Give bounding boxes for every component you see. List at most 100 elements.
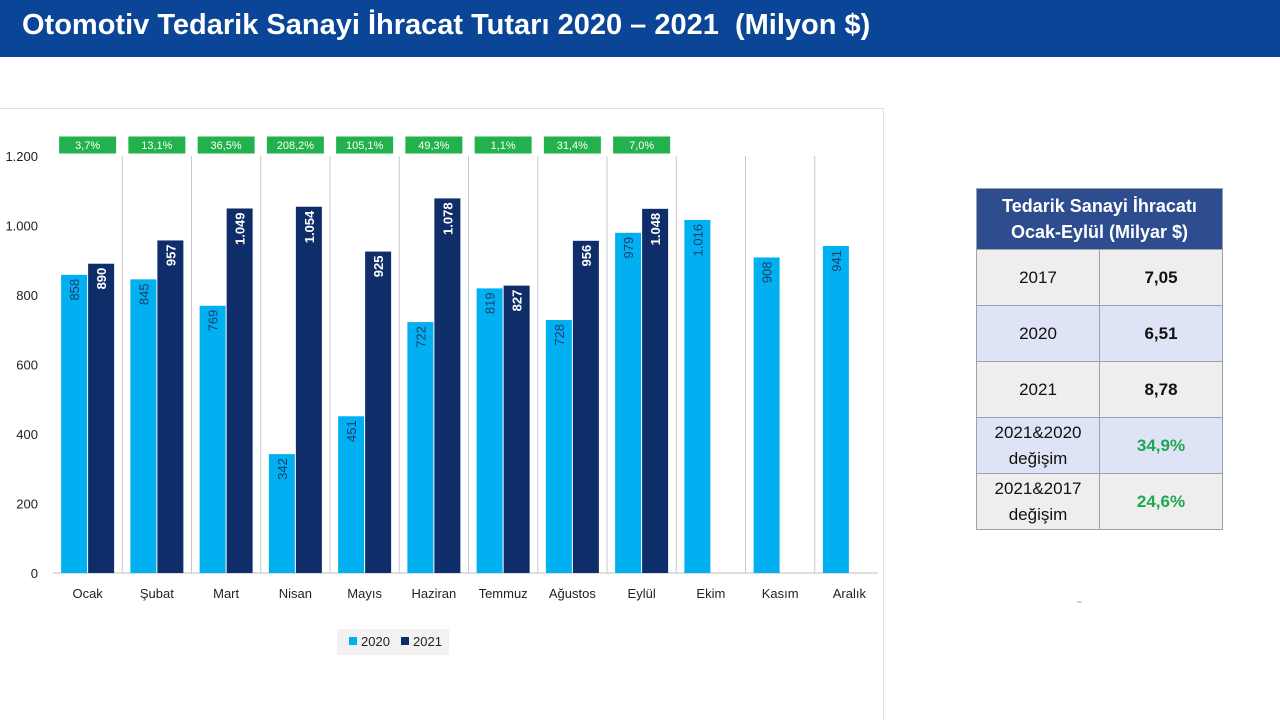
- bar-2021: [295, 206, 322, 574]
- bar-2021: [157, 240, 184, 573]
- change-badge-label: 208,2%: [277, 140, 315, 152]
- bar-2020: [199, 305, 226, 573]
- change-badge: [404, 135, 464, 155]
- data-label-2021: 925: [371, 256, 386, 278]
- bar-2020: [338, 416, 365, 573]
- legend-label-2020: 2020: [361, 634, 390, 649]
- summary-table: Tedarik Sanayi İhracatı Ocak-Eylül (Mily…: [976, 188, 1223, 530]
- change-badge-label: 3,7%: [75, 140, 100, 152]
- change-badge: [542, 135, 602, 155]
- data-label-2021: 890: [94, 268, 109, 290]
- legend-swatch-2021: [401, 637, 409, 645]
- data-label-2021: 1.054: [302, 210, 317, 243]
- summary-row-2021: 2021 8,78: [976, 361, 1223, 418]
- bar-2021: [365, 251, 392, 573]
- bar-2020: [753, 257, 780, 573]
- bar-2020: [130, 279, 157, 573]
- x-tick-label: Ekim: [696, 586, 725, 601]
- data-label-2020: 342: [275, 458, 290, 480]
- data-label-2020: 769: [206, 310, 221, 332]
- y-tick-label: 1.200: [5, 149, 38, 164]
- data-label-2021: 957: [163, 244, 178, 266]
- y-tick-label: 800: [16, 288, 38, 303]
- bar-2021: [503, 285, 530, 573]
- x-tick-label: Temmuz: [479, 586, 528, 601]
- summary-row-change-2020: 2021&2020 değişim 34,9%: [976, 417, 1223, 474]
- data-label-2020: 451: [344, 420, 359, 442]
- change-badge: [265, 135, 325, 155]
- data-label-2020: 728: [552, 324, 567, 346]
- data-label-2020: 858: [67, 279, 82, 301]
- x-tick-label: Nisan: [279, 586, 312, 601]
- legend-label-2021: 2021: [413, 634, 442, 649]
- summary-row-label: 2021&2020 değişim: [976, 417, 1100, 474]
- x-tick-label: Aralık: [833, 586, 867, 601]
- change-badge-label: 49,3%: [418, 140, 449, 152]
- bar-2021: [226, 208, 253, 573]
- data-label-2021: 827: [510, 290, 525, 312]
- summary-row-label: 2020: [976, 305, 1100, 362]
- x-tick-label: Ağustos: [549, 586, 596, 601]
- data-label-2021: 956: [579, 245, 594, 267]
- summary-row-label: 2021&2017 değişim: [976, 473, 1100, 530]
- change-badge: [196, 135, 256, 155]
- data-label-2020: 819: [483, 292, 498, 314]
- change-badge-label: 31,4%: [557, 140, 588, 152]
- x-tick-label: Haziran: [411, 586, 456, 601]
- bar-2020: [684, 219, 711, 573]
- summary-row-value: 7,05: [1099, 249, 1223, 306]
- bar-chart: 0 200 400 600 800 1.000 1.200 Ocak 858 890 3,7% Şub…: [5, 135, 878, 655]
- change-badge-label: 1,1%: [491, 140, 516, 152]
- x-tick-label: Ocak: [72, 586, 103, 601]
- summary-row-value: 6,51: [1099, 305, 1223, 362]
- bar-2020: [615, 232, 642, 574]
- bar-2020: [407, 322, 434, 573]
- change-badge-label: 105,1%: [346, 140, 384, 152]
- bar-2020: [822, 246, 849, 573]
- bar-2020: [268, 454, 295, 573]
- data-label-2020: 845: [136, 283, 151, 305]
- title-bar: Otomotiv Tedarik Sanayi İhracat Tutarı 2…: [0, 0, 1280, 57]
- y-tick-label: 400: [16, 427, 38, 442]
- data-label-2020: 1.016: [690, 224, 705, 257]
- page-title: Otomotiv Tedarik Sanayi İhracat Tutarı 2…: [22, 9, 871, 41]
- bar-2021: [642, 208, 669, 573]
- change-badge-label: 36,5%: [211, 140, 242, 152]
- change-badge-label: 7,0%: [629, 140, 654, 152]
- bar-2020: [545, 320, 572, 573]
- data-label-2020: 979: [621, 237, 636, 259]
- data-label-2021: 1.049: [233, 212, 248, 245]
- summary-table-header: Tedarik Sanayi İhracatı Ocak-Eylül (Mily…: [976, 188, 1223, 250]
- bar-2020: [476, 288, 503, 573]
- change-badge: [127, 135, 187, 155]
- summary-row-value: 24,6%: [1099, 473, 1223, 530]
- change-badge: [335, 135, 395, 155]
- x-tick-label: Eylül: [628, 586, 656, 601]
- x-tick-label: Kasım: [762, 586, 799, 601]
- summary-row-label: 2017: [976, 249, 1100, 306]
- summary-row-label: 2021: [976, 361, 1100, 418]
- summary-row-2020: 2020 6,51: [976, 305, 1223, 362]
- data-label-2021: 1.078: [440, 202, 455, 235]
- x-tick-label: Mart: [213, 586, 239, 601]
- legend-swatch-2020: [349, 637, 357, 645]
- x-tick-label: Mayıs: [347, 586, 382, 601]
- chart-frame: [0, 108, 884, 720]
- y-tick-label: 0: [31, 566, 38, 581]
- bar-2021: [572, 240, 599, 574]
- data-label-2021: 1.048: [648, 213, 663, 246]
- bar-2020: [61, 274, 88, 573]
- change-badge: [612, 135, 672, 155]
- change-badge-label: 13,1%: [141, 140, 172, 152]
- data-label-2020: 908: [760, 261, 775, 283]
- x-tick-label: Şubat: [140, 586, 174, 601]
- y-tick-label: 200: [16, 497, 38, 512]
- bar-2021: [88, 263, 115, 573]
- summary-row-value: 8,78: [1099, 361, 1223, 418]
- y-tick-label: 1.000: [5, 219, 38, 234]
- summary-row-value: 34,9%: [1099, 417, 1223, 474]
- bar-2021: [434, 198, 461, 573]
- summary-table-header-row: Tedarik Sanayi İhracatı Ocak-Eylül (Mily…: [976, 188, 1223, 250]
- summary-row-change-2017: 2021&2017 değişim 24,6%: [976, 473, 1223, 530]
- y-tick-label: 600: [16, 358, 38, 373]
